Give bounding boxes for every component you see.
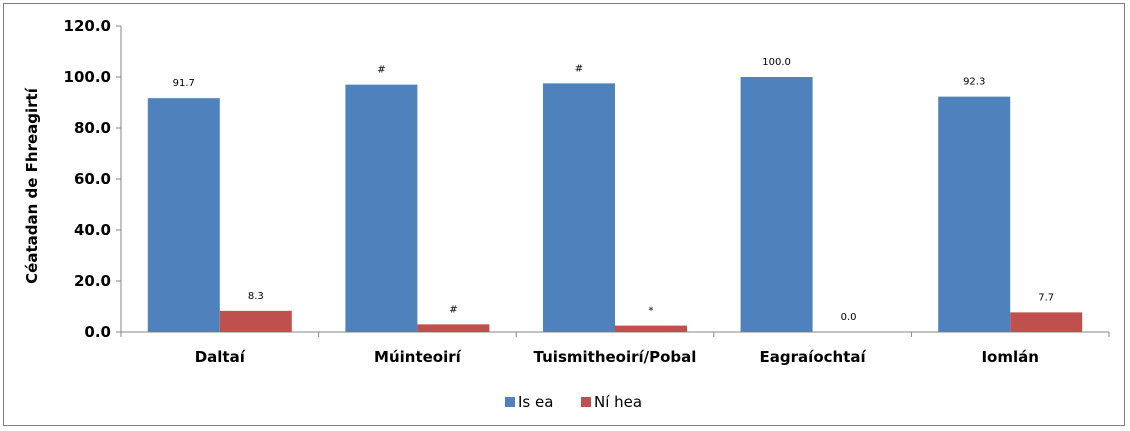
bar-is-ea — [740, 77, 813, 332]
category-label: Eagraíochtaí — [760, 348, 867, 366]
category-label: Iomlán — [981, 348, 1038, 366]
data-label: 100.0 — [762, 57, 791, 68]
data-label: 91.7 — [173, 78, 195, 89]
category-label: Daltaí — [195, 348, 246, 366]
bar-ni-hea — [219, 310, 292, 332]
data-label: # — [449, 304, 457, 315]
y-axis-label: Céatadan de Fhreagirtí — [23, 87, 41, 284]
data-label: # — [575, 63, 583, 74]
category-label: Múinteoirí — [374, 348, 462, 366]
y-tick-label: 80.0 — [74, 119, 111, 137]
legend-swatch — [505, 397, 515, 407]
legend-label: Is ea — [518, 393, 553, 411]
data-label: 92.3 — [963, 77, 985, 88]
legend-label: Ní hea — [594, 393, 642, 411]
y-tick-labels: 0.0 20.0 40.0 60.0 80.0 100.0 120.0 — [64, 17, 111, 341]
bar-ni-hea — [1010, 312, 1083, 332]
data-label: * — [649, 306, 654, 317]
bar-is-ea — [147, 98, 220, 332]
y-tick-label: 40.0 — [74, 221, 111, 239]
bar-ni-hea — [615, 325, 687, 332]
chart-frame: Céatadan de Fhreagirtí 0.0 20.0 40.0 60.0 80… — [3, 3, 1125, 426]
data-labels: 91.7 8.3 # # # * 100.0 0.0 92.3 7.7 — [173, 57, 1054, 323]
bar-chart: Céatadan de Fhreagirtí 0.0 20.0 40.0 60.0 80… — [23, 17, 1110, 411]
y-tick-label: 0.0 — [84, 323, 111, 341]
data-label: 0.0 — [841, 312, 857, 323]
y-tick-label: 60.0 — [74, 170, 111, 188]
legend-swatch — [581, 397, 591, 407]
y-tick-label: 120.0 — [64, 17, 111, 35]
y-axis-label-group: Céatadan de Fhreagirtí — [23, 87, 41, 284]
bar-ni-hea — [417, 324, 490, 332]
bar-is-ea — [543, 83, 615, 332]
y-tick-label: 100.0 — [64, 68, 111, 86]
legend: Is ea Ní hea — [505, 393, 642, 411]
data-label: # — [377, 65, 385, 76]
category-label: Tuismitheoirí/Pobal — [534, 348, 697, 366]
y-tick-label: 20.0 — [74, 272, 111, 290]
data-label: 8.3 — [248, 291, 264, 302]
bar-is-ea — [938, 96, 1011, 332]
bar-is-ea — [345, 84, 418, 333]
bars — [147, 77, 1083, 333]
data-label: 7.7 — [1038, 292, 1054, 303]
category-labels: Daltaí Múinteoirí Tuismitheoirí/Pobal Eagra… — [195, 348, 1039, 366]
